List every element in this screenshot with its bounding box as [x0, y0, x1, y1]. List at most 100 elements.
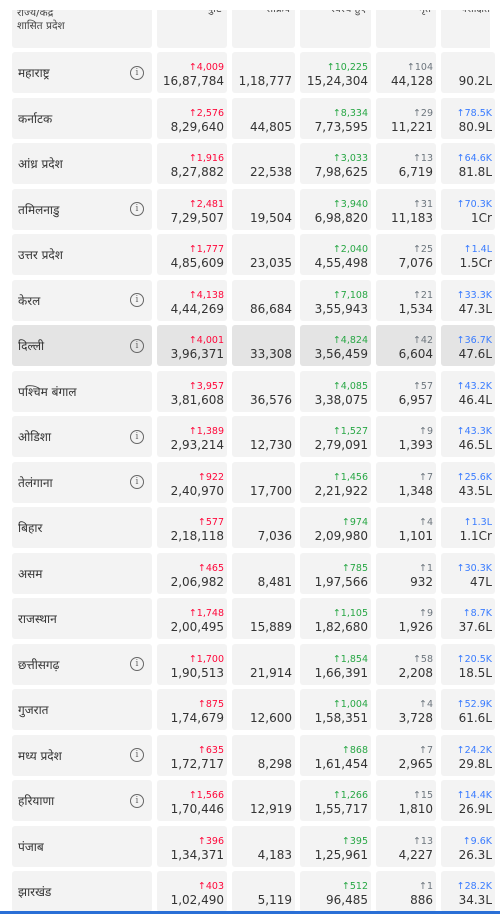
recovered-cell: ↑1,105 1,82,680 [300, 598, 371, 639]
active-cell: 17,700 [232, 461, 295, 503]
recovered-cell: ↑1,854 1,66,391 [300, 643, 371, 685]
state-cell: मध्य प्रदेश i [12, 734, 152, 776]
recovered-delta: ↑8,334 [332, 107, 368, 119]
recovered-cell: ↑785 1,97,566 [300, 552, 371, 594]
deceased-total: 6,604 [398, 347, 433, 361]
state-cell: छत्तीसगढ़ i [12, 643, 152, 685]
recovered-cell: ↑1,456 2,21,922 [300, 461, 371, 503]
tested-delta: ↑30.3K [456, 562, 492, 574]
tested-total: 37.6L [458, 620, 492, 634]
active-cell: 8,298 [232, 734, 295, 776]
tested-cell: ↑9.6K 26.3L [441, 825, 495, 867]
deceased-cell: ↑104 44,128 [376, 52, 436, 93]
confirmed-delta: ↑403 [197, 881, 224, 892]
state-cell: केरल i [12, 279, 152, 321]
state-cell: तेलंगाना i [12, 461, 152, 503]
confirmed-total: 4,44,269 [170, 301, 224, 316]
confirmed-delta: ↑1,777 [188, 244, 224, 255]
tested-cell: ↑1.4L 1.5Cr [441, 234, 495, 275]
confirmed-total: 1,72,717 [170, 756, 224, 771]
recovered-cell: ↑1,266 1,55,717 [300, 780, 371, 821]
active-total: 8,298 [257, 756, 292, 771]
active-cell: 7,036 [232, 507, 295, 548]
deceased-cell: ↑31 11,183 [376, 188, 436, 230]
confirmed-delta: ↑1,566 [188, 790, 224, 801]
tested-total: 43.5L [458, 483, 492, 498]
recovered-total: 2,09,980 [314, 529, 368, 543]
deceased-cell: ↑9 1,393 [376, 416, 436, 457]
confirmed-cell: ↑1,777 4,85,609 [157, 234, 227, 275]
recovered-delta: ↑7,108 [332, 289, 368, 301]
deceased-total: 886 [410, 893, 433, 907]
confirmed-total: 16,87,784 [162, 74, 224, 88]
recovered-total: 3,55,943 [314, 301, 368, 316]
active-cell: 86,684 [232, 279, 295, 321]
recovered-delta: ↑1,456 [332, 471, 368, 483]
table-body: महाराष्ट्र i ↑4,009 16,87,784 1,18,777 ↑10,22… [12, 52, 495, 912]
deceased-delta: ↑4 [418, 517, 433, 528]
confirmed-delta: ↑577 [197, 517, 224, 528]
tested-delta: ↑24.2K [456, 744, 492, 756]
active-total: 12,600 [250, 711, 292, 725]
tested-cell: ↑1.3L 1.1Cr [441, 507, 495, 548]
deceased-total: 1,534 [398, 301, 433, 316]
tested-total: 61.6L [458, 711, 492, 725]
deceased-total: 44,128 [391, 74, 433, 88]
deceased-cell: ↑42 6,604 [376, 325, 436, 366]
recovered-cell: ↑10,225 15,24,304 [300, 52, 371, 93]
header-label: सक्रिय [266, 10, 290, 16]
confirmed-total: 2,18,118 [170, 529, 224, 543]
state-name: तमिलनाडु [18, 202, 60, 217]
recovered-cell: ↑4,824 3,56,459 [300, 325, 371, 366]
tested-delta: ↑1.3L [463, 517, 492, 528]
state-cell: असम [12, 552, 152, 594]
state-name: छत्तीसगढ़ [18, 657, 60, 672]
active-cell: 4,183 [232, 825, 295, 867]
deceased-total: 11,183 [391, 210, 433, 225]
recovered-cell: ↑868 1,61,454 [300, 734, 371, 776]
recovered-total: 1,82,680 [314, 620, 368, 634]
confirmed-total: 2,00,495 [170, 620, 224, 634]
confirmed-delta: ↑635 [197, 744, 224, 756]
confirmed-total: 2,06,982 [170, 574, 224, 589]
confirmed-cell: ↑396 1,34,371 [157, 825, 227, 867]
state-name: गुजरात [18, 703, 49, 717]
recovered-cell: ↑1,004 1,58,351 [300, 689, 371, 730]
state-cell: हरियाणा i [12, 780, 152, 821]
confirmed-cell: ↑1,389 2,93,214 [157, 416, 227, 457]
confirmed-total: 1,74,679 [170, 711, 224, 725]
recovered-cell: ↑7,108 3,55,943 [300, 279, 371, 321]
deceased-delta: ↑58 [412, 653, 433, 665]
tested-cell: 90.2L [441, 52, 495, 93]
recovered-delta: ↑2,040 [332, 244, 368, 255]
tested-total: 26.9L [458, 802, 492, 816]
confirmed-delta: ↑1,916 [188, 153, 224, 164]
tested-cell: ↑25.6K 43.5L [441, 461, 495, 503]
confirmed-cell: ↑4,138 4,44,269 [157, 279, 227, 321]
tested-delta: ↑14.4K [456, 790, 492, 801]
confirmed-cell: ↑3,957 3,81,608 [157, 370, 227, 412]
tested-cell: ↑28.2K 34.3L [441, 871, 495, 912]
recovered-total: 7,98,625 [314, 165, 368, 179]
deceased-cell: ↑13 4,227 [376, 825, 436, 867]
recovered-total: 4,55,498 [314, 256, 368, 270]
tested-cell: ↑78.5K 80.9L [441, 97, 495, 139]
tested-delta: ↑78.5K [456, 107, 492, 119]
info-icon: i [130, 748, 144, 762]
info-icon: i [130, 793, 144, 808]
tested-delta: ↑52.9K [456, 699, 492, 710]
deceased-delta: ↑9 [418, 426, 433, 437]
tested-cell: ↑33.3K 47.3L [441, 279, 495, 321]
bottom-bar [0, 911, 500, 914]
tested-total: 26.3L [458, 847, 492, 862]
deceased-delta: ↑57 [412, 380, 433, 392]
deceased-cell: ↑4 1,101 [376, 507, 436, 548]
tested-total: 80.9L [458, 119, 492, 134]
active-cell: 12,919 [232, 780, 295, 821]
deceased-total: 6,719 [398, 165, 433, 179]
deceased-cell: ↑1 886 [376, 871, 436, 912]
deceased-delta: ↑4 [418, 699, 433, 710]
confirmed-delta: ↑2,576 [188, 107, 224, 119]
confirmed-cell: ↑1,700 1,90,513 [157, 643, 227, 685]
